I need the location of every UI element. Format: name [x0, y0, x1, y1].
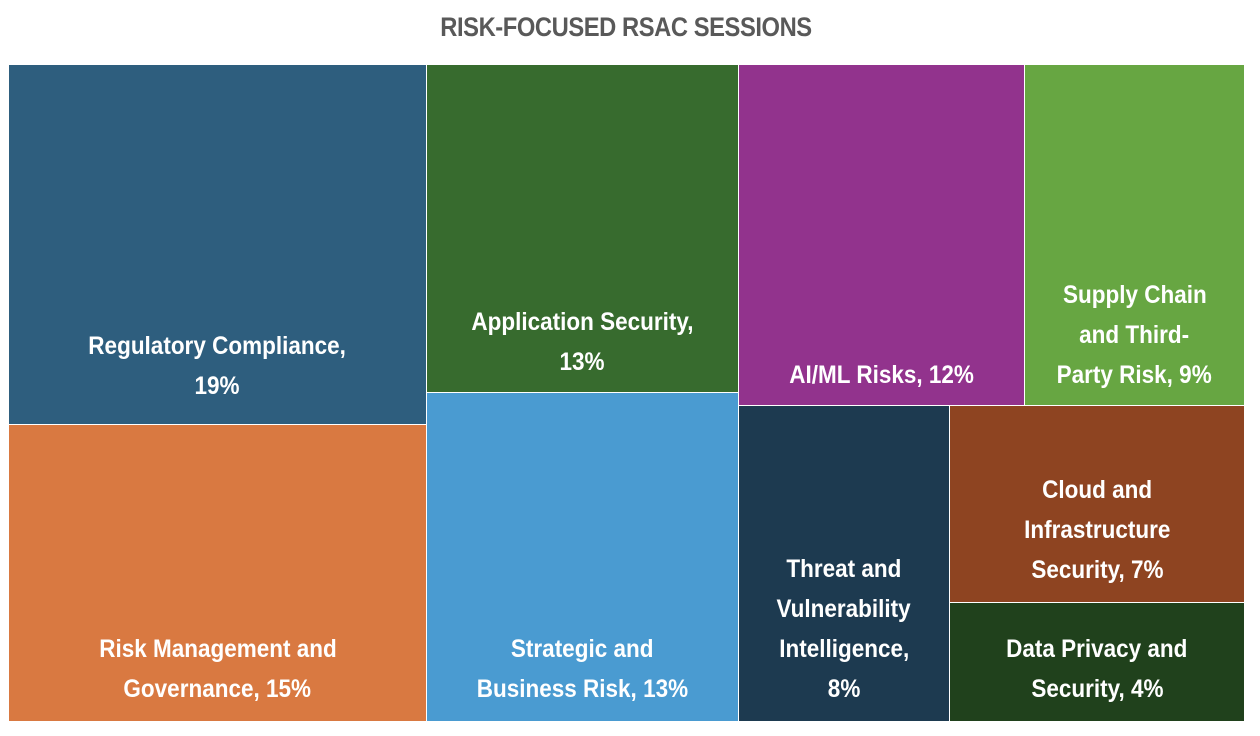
tile-label: Intelligence,: [778, 635, 910, 663]
tile-risk-management-governance: Risk Management and Governance, 15%: [8, 424, 427, 722]
tile-label: Security, 4%: [1030, 675, 1164, 703]
tile-label: Regulatory Compliance,: [88, 332, 347, 360]
chart-title: RISK-FOCUSED RSAC SESSIONS: [440, 12, 812, 42]
tile-label: Governance, 15%: [123, 675, 312, 703]
tile-supply-chain-third-party: Supply Chain and Third- Party Risk, 9%: [1024, 64, 1245, 406]
tile-label: Application Security,: [471, 308, 694, 336]
tile-ai-ml-risks: AI/ML Risks, 12%: [738, 64, 1025, 406]
tile-label: Vulnerability: [776, 595, 912, 623]
tile-label: and Third-: [1079, 321, 1190, 349]
tile-threat-vulnerability-intelligence: Threat and Vulnerability Intelligence, 8…: [738, 405, 950, 722]
tile-application-security: Application Security, 13%: [426, 64, 739, 393]
tile-regulatory-compliance: Regulatory Compliance, 19%: [8, 64, 427, 425]
tile-label: 8%: [827, 675, 861, 703]
tile-label: AI/ML Risks, 12%: [789, 361, 974, 389]
tile-label: Supply Chain: [1062, 281, 1207, 309]
tile-data-privacy-security: Data Privacy and Security, 4%: [949, 602, 1245, 722]
tile-label: Cloud and: [1042, 476, 1152, 504]
tile-label: Data Privacy and: [1006, 635, 1188, 663]
tile-label: Security, 7%: [1030, 556, 1164, 584]
tile-label: 19%: [194, 372, 241, 400]
tile-label: Risk Management and: [98, 635, 337, 663]
tile-label: Strategic and: [511, 635, 654, 663]
tile-label: Threat and: [786, 555, 902, 583]
tile-label: Party Risk, 9%: [1056, 361, 1213, 389]
tile-label: Infrastructure: [1023, 516, 1171, 544]
tile-cloud-infrastructure-security: Cloud and Infrastructure Security, 7%: [949, 405, 1245, 603]
tile-label: Business Risk, 13%: [476, 675, 689, 703]
tile-label: 13%: [559, 348, 606, 376]
tile-strategic-business-risk: Strategic and Business Risk, 13%: [426, 392, 739, 722]
